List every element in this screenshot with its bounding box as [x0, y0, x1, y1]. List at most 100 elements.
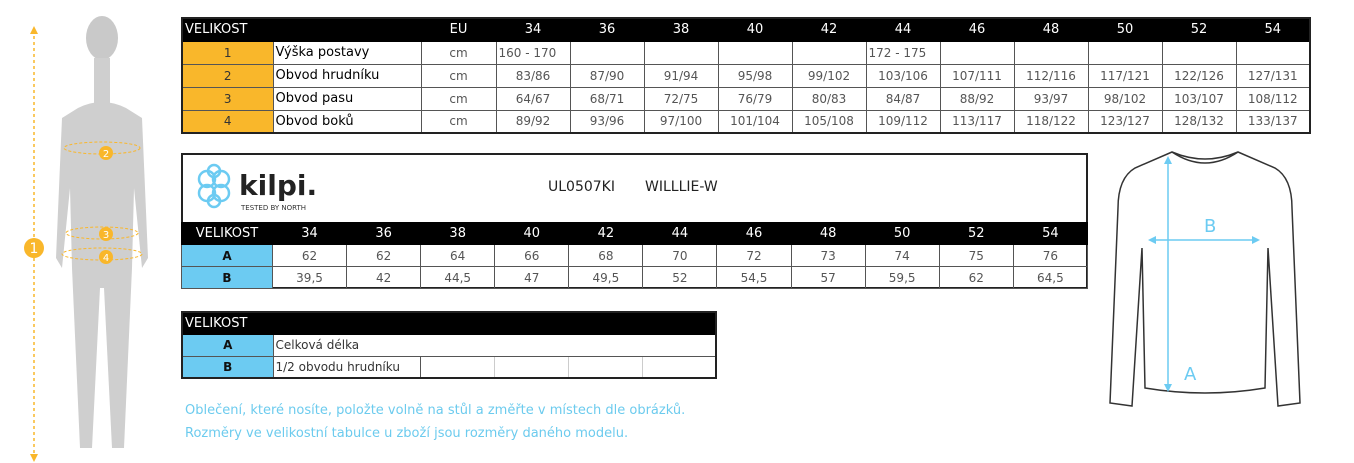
header-cell: 34	[271, 222, 348, 245]
row-number: 3	[181, 86, 274, 111]
kilpi-logo: kilpi. TESTED BY NORTH	[197, 163, 317, 212]
value-cell: 113/117	[939, 109, 1015, 134]
table-row: 4 Obvod boků cm 89/92 93/96 97/100 101/104 105/…	[181, 109, 1311, 134]
value-cell: 101/104	[717, 109, 793, 134]
row-number: 2	[181, 63, 274, 88]
value-cell: 84/87	[865, 86, 941, 111]
header-cell: 52	[1161, 17, 1237, 42]
value-cell: 62	[346, 244, 422, 267]
value-cell	[1161, 40, 1237, 65]
row-label: A	[181, 244, 273, 267]
product-code: UL0507KI	[548, 179, 615, 195]
header-cell: 50	[864, 222, 940, 245]
value-cell: 62	[938, 266, 1014, 289]
row-number: 4	[181, 109, 274, 134]
value-cell: 54,5	[716, 266, 792, 289]
svg-text:TESTED BY NORTH: TESTED BY NORTH	[240, 204, 306, 212]
row-label: Obvod boků	[272, 109, 422, 134]
value-cell: 62	[271, 244, 348, 267]
value-cell: 97/100	[643, 109, 719, 134]
value-cell: 64/67	[495, 86, 571, 111]
empty-cell	[567, 355, 643, 379]
product-table: kilpi. TESTED BY NORTH UL0507KI WILLLIE-…	[181, 153, 1089, 289]
value-cell: 172 - 175	[865, 40, 941, 65]
value-cell: 52	[642, 266, 718, 289]
table-row: B 39,5 42 44,5 47 49,5 52 54,5 57 59,5 62 64,5	[181, 266, 1089, 289]
product-name: WILLLIE-W	[645, 179, 718, 195]
header-cell: VELIKOST	[181, 311, 274, 335]
header-cell: 50	[1087, 17, 1163, 42]
header-cell: 48	[790, 222, 866, 245]
table-row: A Celková délka	[181, 333, 717, 357]
row-number: 1	[181, 40, 274, 65]
size-table: VELIKOST EU 34 36 38 40 42 44 46 48 50 52 54 1 Výška p…	[181, 17, 1311, 134]
value-cell: 108/112	[1235, 86, 1311, 111]
header-cell: 36	[346, 222, 422, 245]
value-cell: 64,5	[1012, 266, 1089, 289]
svg-text:kilpi.: kilpi.	[239, 169, 317, 202]
row-label: Obvod hrudníku	[272, 63, 422, 88]
value-cell: 99/102	[791, 63, 867, 88]
header-cell: 44	[642, 222, 718, 245]
header-cell: 40	[717, 17, 793, 42]
header-cell: 36	[569, 17, 645, 42]
header-cell: VELIKOST	[181, 17, 422, 42]
table-row: A 62 62 64 66 68 70 72 73 74 75 76	[181, 244, 1089, 267]
header-cell: 44	[865, 17, 941, 42]
marker-4: 4	[103, 253, 109, 264]
header-cell: 46	[939, 17, 1015, 42]
description-cell: 1/2 obvodu hrudníku	[272, 355, 421, 379]
value-cell	[791, 40, 867, 65]
value-cell: 93/96	[569, 109, 645, 134]
table-row: 3 Obvod pasu cm 64/67 68/71 72/75 76/79 80/83 84…	[181, 86, 1311, 111]
label-a: A	[1184, 364, 1197, 385]
value-cell: 89/92	[495, 109, 571, 134]
description-cell: Celková délka	[272, 333, 717, 357]
value-cell: 73	[790, 244, 866, 267]
table-row: 1 Výška postavy cm 160 - 170 172 - 175	[181, 40, 1311, 65]
header-cell: 46	[716, 222, 792, 245]
value-cell: 103/106	[865, 63, 941, 88]
unit-cell: cm	[420, 109, 497, 134]
header-cell: 48	[1013, 17, 1089, 42]
value-cell: 59,5	[864, 266, 940, 289]
row-label: B	[181, 266, 273, 289]
body-measurement-figure: 1 2 3 4	[24, 16, 148, 462]
marker-1: 1	[30, 241, 39, 257]
empty-cell	[419, 355, 495, 379]
value-cell	[1013, 40, 1089, 65]
value-cell: 160 - 170	[495, 40, 571, 65]
size-table-header: VELIKOST EU 34 36 38 40 42 44 46 48 50 52 54	[181, 17, 1311, 42]
unit-cell: cm	[420, 63, 497, 88]
value-cell: 117/121	[1087, 63, 1163, 88]
header-cell: VELIKOST	[181, 222, 273, 245]
value-cell: 76	[1012, 244, 1089, 267]
value-cell: 74	[864, 244, 940, 267]
value-cell: 44,5	[420, 266, 496, 289]
value-cell: 105/108	[791, 109, 867, 134]
product-table-header: VELIKOST 34 36 38 40 42 44 46 48 50 52 54	[181, 222, 1089, 245]
value-cell	[939, 40, 1015, 65]
note-2: Rozměry ve velikostní tabulce u zboží js…	[185, 426, 629, 441]
value-cell: 47	[494, 266, 570, 289]
header-cell	[641, 311, 717, 335]
header-cell	[419, 311, 495, 335]
value-cell: 95/98	[717, 63, 793, 88]
value-cell: 127/131	[1235, 63, 1311, 88]
note-1: Oblečení, které nosíte, položte volně na…	[185, 403, 686, 418]
value-cell: 98/102	[1087, 86, 1163, 111]
label-b: B	[1204, 216, 1216, 237]
table-row: 2 Obvod hrudníku cm 83/86 87/90 91/94 95/98 99/…	[181, 63, 1311, 88]
row-label: Obvod pasu	[272, 86, 422, 111]
value-cell: 128/132	[1161, 109, 1237, 134]
value-cell: 93/97	[1013, 86, 1089, 111]
value-cell: 68	[568, 244, 644, 267]
value-cell: 80/83	[791, 86, 867, 111]
table-row: B 1/2 obvodu hrudníku	[181, 355, 717, 379]
value-cell: 103/107	[1161, 86, 1237, 111]
value-cell: 72/75	[643, 86, 719, 111]
value-cell: 49,5	[568, 266, 644, 289]
row-label: Výška postavy	[272, 40, 422, 65]
value-cell: 68/71	[569, 86, 645, 111]
header-cell: EU	[420, 17, 497, 42]
